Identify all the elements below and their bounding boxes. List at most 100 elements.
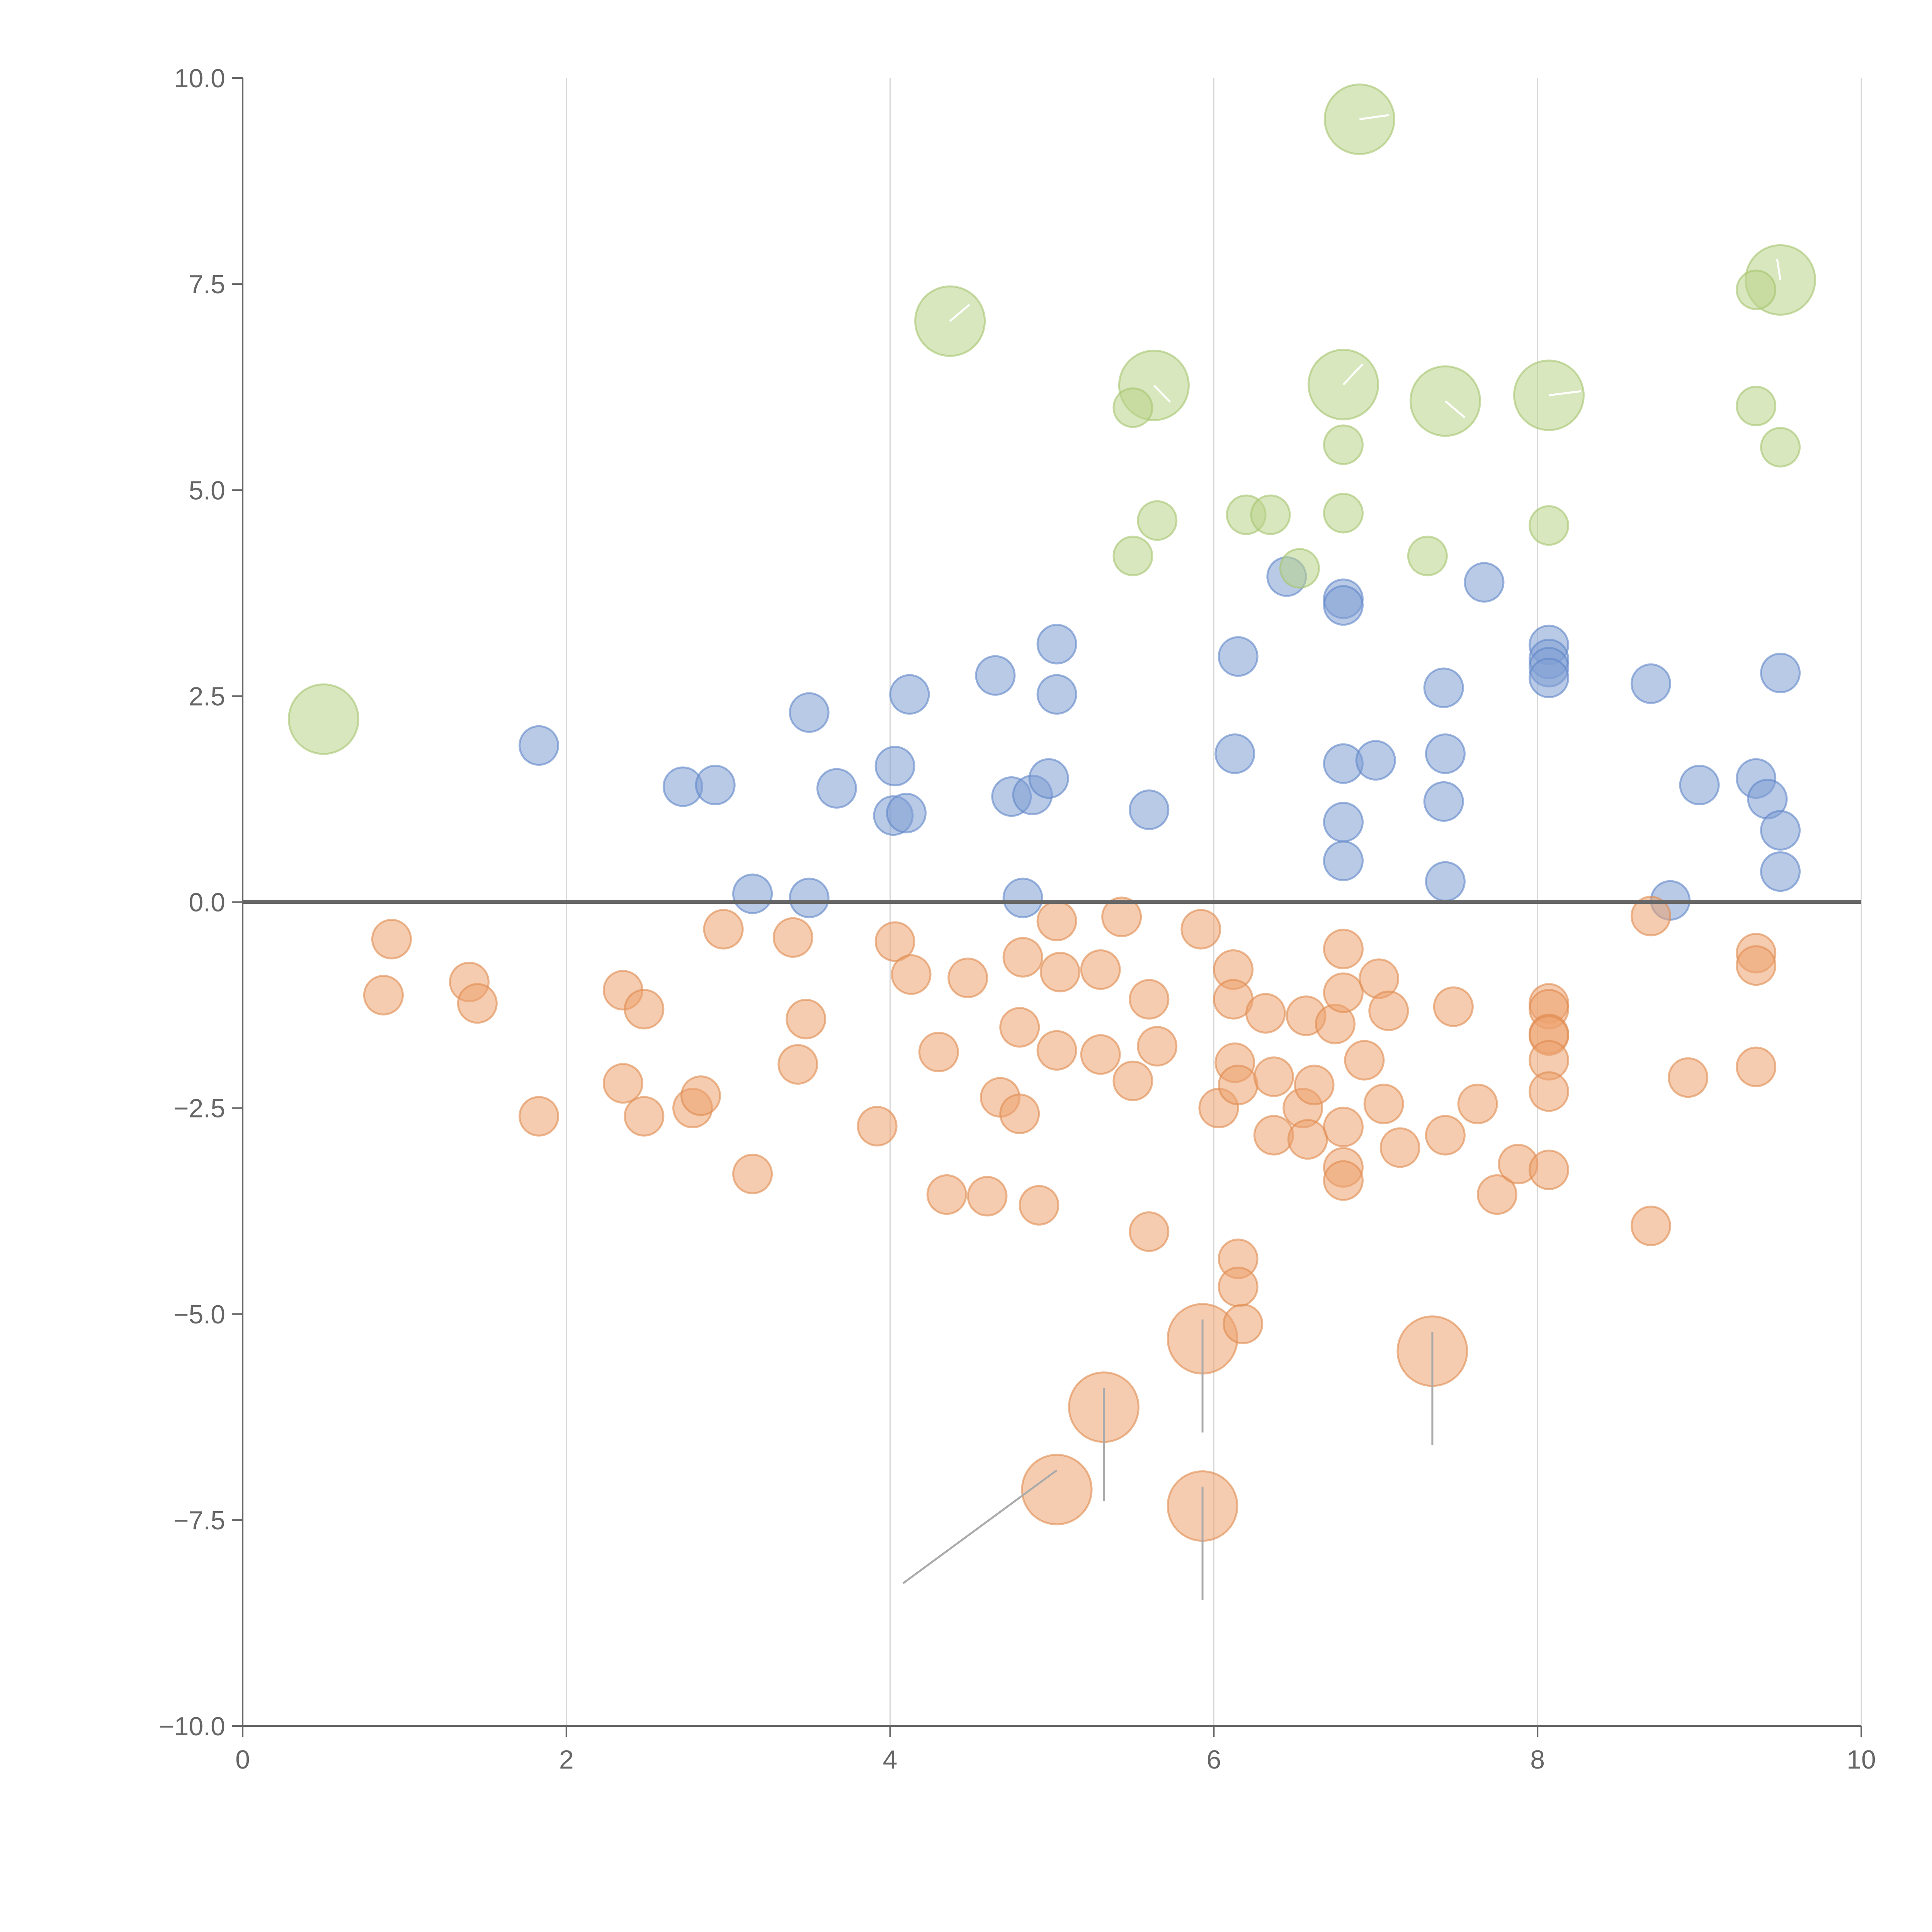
y-tick-label: 5.0 xyxy=(189,476,225,505)
blue-point xyxy=(886,793,927,833)
blue-point xyxy=(519,725,560,766)
orange-point xyxy=(1180,909,1221,950)
green-point xyxy=(1112,387,1153,428)
orange-point xyxy=(457,983,498,1024)
orange-point xyxy=(772,917,813,958)
orange-point xyxy=(1529,1071,1570,1112)
annotation-leader-line xyxy=(949,304,970,322)
blue-point xyxy=(1760,653,1801,694)
orange-point xyxy=(703,909,744,950)
green-point xyxy=(1323,424,1364,465)
blue-point xyxy=(1036,624,1077,665)
orange-point xyxy=(999,1007,1040,1048)
y-tick-label: −10.0 xyxy=(159,1712,225,1741)
orange-point xyxy=(363,975,404,1015)
annotation-leader-line xyxy=(1549,390,1582,396)
orange-point xyxy=(1476,1174,1517,1215)
green-point xyxy=(1736,269,1777,310)
orange-point xyxy=(624,989,665,1030)
orange-point xyxy=(1080,949,1121,990)
orange-point xyxy=(926,1174,967,1215)
orange-point xyxy=(1457,1083,1498,1124)
orange-point xyxy=(1433,986,1474,1027)
orange-point xyxy=(1218,1266,1259,1307)
orange-point xyxy=(1253,1056,1294,1097)
orange-point xyxy=(1668,1057,1709,1098)
blue-point xyxy=(1028,758,1069,799)
orange-point xyxy=(519,1096,560,1137)
x-tick-label: 8 xyxy=(1530,1745,1545,1774)
axes: 10.0 7.5 5.0 2.5 0.0 −2.5 −5.0 −7.5 −10.0 0 2 4 6 8 10 xyxy=(159,64,1876,1774)
blue-point xyxy=(789,692,830,733)
orange-point xyxy=(1323,929,1364,969)
annotation-leader-line xyxy=(902,1469,1058,1584)
orange-point xyxy=(371,918,412,959)
blue-point xyxy=(1423,781,1464,822)
green-point xyxy=(1323,493,1364,534)
y-tick-label: 2.5 xyxy=(189,682,225,711)
orange-point xyxy=(947,957,988,998)
green-point xyxy=(1137,500,1178,541)
orange-point xyxy=(1630,1206,1671,1247)
orange-point xyxy=(1736,1046,1777,1087)
orange-large-point xyxy=(1021,1454,1093,1526)
orange-point xyxy=(874,921,915,962)
green-large-point xyxy=(287,683,359,755)
orange-point xyxy=(1323,1107,1364,1148)
orange-point xyxy=(857,1106,898,1147)
points xyxy=(287,83,1816,1542)
blue-point xyxy=(975,655,1016,696)
blue-point xyxy=(789,878,830,918)
orange-point xyxy=(777,1044,818,1085)
y-tick-label: 7.5 xyxy=(189,270,225,299)
orange-point xyxy=(1129,1211,1170,1252)
blue-point xyxy=(889,674,930,715)
annotation-leaders xyxy=(902,114,1782,1600)
orange-point xyxy=(1036,1030,1077,1071)
orange-point xyxy=(1253,1115,1294,1156)
orange-point xyxy=(1379,1127,1420,1168)
orange-point xyxy=(1101,896,1142,937)
orange-point xyxy=(1002,937,1043,978)
y-tick-label: −7.5 xyxy=(173,1506,225,1535)
green-point xyxy=(1760,427,1801,468)
green-point xyxy=(1529,505,1570,546)
x-tick-label: 0 xyxy=(235,1745,250,1774)
orange-point xyxy=(1036,901,1077,942)
orange-point xyxy=(1736,945,1777,986)
blue-point xyxy=(1630,663,1671,704)
annotation-leader-line xyxy=(1776,259,1782,280)
orange-point xyxy=(1112,1060,1153,1101)
orange-point xyxy=(1129,979,1170,1020)
orange-point xyxy=(1080,1034,1121,1075)
annotation-leader-line xyxy=(1359,114,1389,121)
y-tick-label: −5.0 xyxy=(173,1300,225,1329)
orange-point xyxy=(1287,1119,1328,1160)
blue-point xyxy=(1218,636,1259,677)
blue-point xyxy=(1323,802,1364,843)
blue-point xyxy=(1323,840,1364,881)
orange-point xyxy=(1529,1150,1570,1190)
orange-point xyxy=(786,998,827,1039)
blue-point xyxy=(1036,674,1077,715)
x-tick-label: 4 xyxy=(883,1745,898,1774)
orange-point xyxy=(1223,1303,1264,1344)
orange-point xyxy=(918,1032,959,1073)
orange-point xyxy=(1425,1115,1466,1156)
orange-point xyxy=(602,1063,643,1104)
orange-point xyxy=(1344,1040,1385,1081)
orange-point xyxy=(680,1075,721,1116)
orange-point xyxy=(732,1153,773,1194)
blue-point xyxy=(1464,562,1505,603)
y-tick-label: 10.0 xyxy=(174,64,225,93)
blue-point xyxy=(1425,733,1466,774)
orange-point xyxy=(1019,1185,1060,1226)
blue-point xyxy=(1355,740,1396,781)
orange-point xyxy=(1245,993,1286,1034)
green-point xyxy=(1250,494,1291,535)
orange-point xyxy=(1039,952,1080,993)
blue-point xyxy=(1760,851,1801,892)
blue-point xyxy=(695,765,736,806)
blue-point xyxy=(1425,861,1466,902)
